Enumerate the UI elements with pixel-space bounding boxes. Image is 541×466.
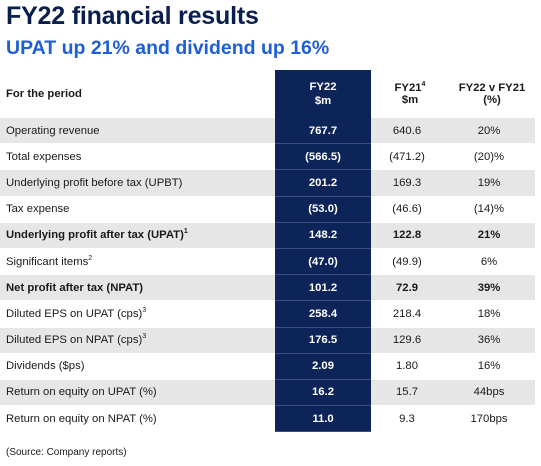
cell-fy22: 2.09 (275, 353, 371, 380)
row-label: Underlying profit before tax (UPBT) (0, 169, 275, 197)
cell-variance: (14)% (443, 196, 535, 223)
table-row: Underlying profit before tax (UPBT) 201.2… (0, 169, 535, 197)
row-footnote: 1 (183, 228, 188, 236)
cell-fy22: (566.5) (275, 143, 371, 171)
cell-variance: 19% (443, 169, 535, 197)
source-note: (Source: Company reports) (6, 447, 127, 458)
cell-fy21: 640.6 (371, 118, 443, 145)
row-label-text: Dividends ($ps) (6, 360, 85, 373)
cell-fy21: 1.80 (371, 353, 443, 380)
cell-fy22: 16.2 (275, 379, 371, 407)
row-label-text: Operating revenue (6, 124, 100, 137)
header-fy21-year: FY21 (394, 82, 422, 94)
cell-fy22: 767.7 (275, 118, 371, 145)
row-label: Return on equity on NPAT (%) (0, 405, 275, 433)
cell-fy21: (46.6) (371, 196, 443, 223)
row-label-text: Tax expense (6, 203, 70, 216)
header-fy22-unit: $m (314, 95, 332, 107)
row-footnote: 3 (142, 307, 147, 315)
table-row: Total expenses (566.5) (471.2) (20)% (0, 143, 535, 171)
cell-fy21: 218.4 (371, 300, 443, 328)
row-label: Significant items2 (0, 248, 275, 276)
cell-variance: 44bps (443, 379, 535, 407)
header-period: For the period (0, 70, 275, 118)
row-label-text: Underlying profit before tax (UPBT) (6, 176, 183, 189)
row-label-text: Underlying profit after tax (UPAT) (6, 229, 184, 242)
financial-results-table: For the period FY22 $m FY214 $m FY22 v F… (0, 70, 535, 433)
header-variance-unit: (%) (483, 94, 501, 106)
cell-variance: 21% (443, 222, 535, 249)
header-fy21: FY214 $m (371, 70, 443, 118)
cell-variance: 18% (443, 300, 535, 328)
cell-variance: (20)% (443, 143, 535, 171)
row-footnote: 3 (142, 333, 147, 341)
cell-fy21: 72.9 (371, 274, 443, 302)
page-subtitle: UPAT up 21% and dividend up 16% (6, 37, 330, 59)
cell-fy22: 201.2 (275, 169, 371, 197)
table-row: Operating revenue 767.7 640.6 20% (0, 118, 535, 145)
table-row: Diluted EPS on UPAT (cps)3 258.4 218.4 18% (0, 300, 535, 328)
row-label: Diluted EPS on NPAT (cps)3 (0, 327, 275, 354)
header-variance-title: FY22 v FY21 (458, 82, 526, 94)
cell-variance: 6% (443, 248, 535, 276)
cell-variance: 16% (443, 353, 535, 380)
table-row: Significant items2 (47.0) (49.9) 6% (0, 248, 535, 276)
cell-fy21: 169.3 (371, 169, 443, 197)
row-label: Net profit after tax (NPAT) (0, 274, 275, 302)
row-label: Return on equity on UPAT (%) (0, 379, 275, 407)
header-fy21-unit: $m (401, 94, 419, 106)
table-header-row: For the period FY22 $m FY214 $m FY22 v F… (0, 70, 535, 118)
row-label: Total expenses (0, 143, 275, 171)
table-row: Diluted EPS on NPAT (cps)3 176.5 129.6 36% (0, 327, 535, 354)
header-fy21-footnote: 4 (421, 81, 426, 89)
row-footnote: 2 (88, 254, 93, 262)
header-variance: FY22 v FY21 (%) (443, 70, 535, 118)
row-label-text: Return on equity on NPAT (%) (6, 412, 157, 425)
table-row: Dividends ($ps) 2.09 1.80 16% (0, 353, 535, 380)
cell-fy22: 176.5 (275, 327, 371, 354)
row-label-text: Diluted EPS on UPAT (cps) (6, 307, 143, 320)
cell-variance: 36% (443, 327, 535, 354)
row-label: Dividends ($ps) (0, 353, 275, 380)
row-label-text: Return on equity on UPAT (%) (6, 386, 157, 399)
header-fy22-year: FY22 (309, 81, 337, 93)
cell-fy22: 258.4 (275, 300, 371, 328)
page-title: FY22 financial results (6, 2, 259, 30)
row-label-text: Diluted EPS on NPAT (cps) (6, 334, 143, 347)
row-label: Operating revenue (0, 118, 275, 145)
cell-variance: 20% (443, 118, 535, 145)
cell-fy21: 122.8 (371, 222, 443, 249)
table-row: Net profit after tax (NPAT) 101.2 72.9 39% (0, 274, 535, 302)
cell-fy22: 101.2 (275, 274, 371, 302)
cell-variance: 39% (443, 274, 535, 302)
row-label-text: Total expenses (6, 150, 82, 163)
cell-fy21: 15.7 (371, 379, 443, 407)
row-label: Tax expense (0, 196, 275, 223)
cell-fy22: (53.0) (275, 196, 371, 223)
cell-fy22: (47.0) (275, 248, 371, 276)
cell-fy22: 148.2 (275, 222, 371, 249)
header-fy22: FY22 $m (275, 70, 371, 118)
table-row: Underlying profit after tax (UPAT)1 148.2… (0, 222, 535, 249)
row-label-text: Significant items (6, 255, 89, 268)
row-label: Diluted EPS on UPAT (cps)3 (0, 300, 275, 328)
table-row: Return on equity on NPAT (%) 11.0 9.3 170bp… (0, 405, 535, 433)
table-row: Tax expense (53.0) (46.6) (14)% (0, 196, 535, 223)
cell-fy22: 11.0 (275, 405, 371, 433)
cell-fy21: 9.3 (371, 405, 443, 433)
cell-fy21: 129.6 (371, 327, 443, 354)
row-label: Underlying profit after tax (UPAT)1 (0, 222, 275, 249)
row-label-text: Net profit after tax (NPAT) (6, 281, 144, 294)
cell-variance: 170bps (443, 405, 535, 433)
cell-fy21: (471.2) (371, 143, 443, 171)
table-row: Return on equity on UPAT (%) 16.2 15.7 44bp… (0, 379, 535, 407)
cell-fy21: (49.9) (371, 248, 443, 276)
